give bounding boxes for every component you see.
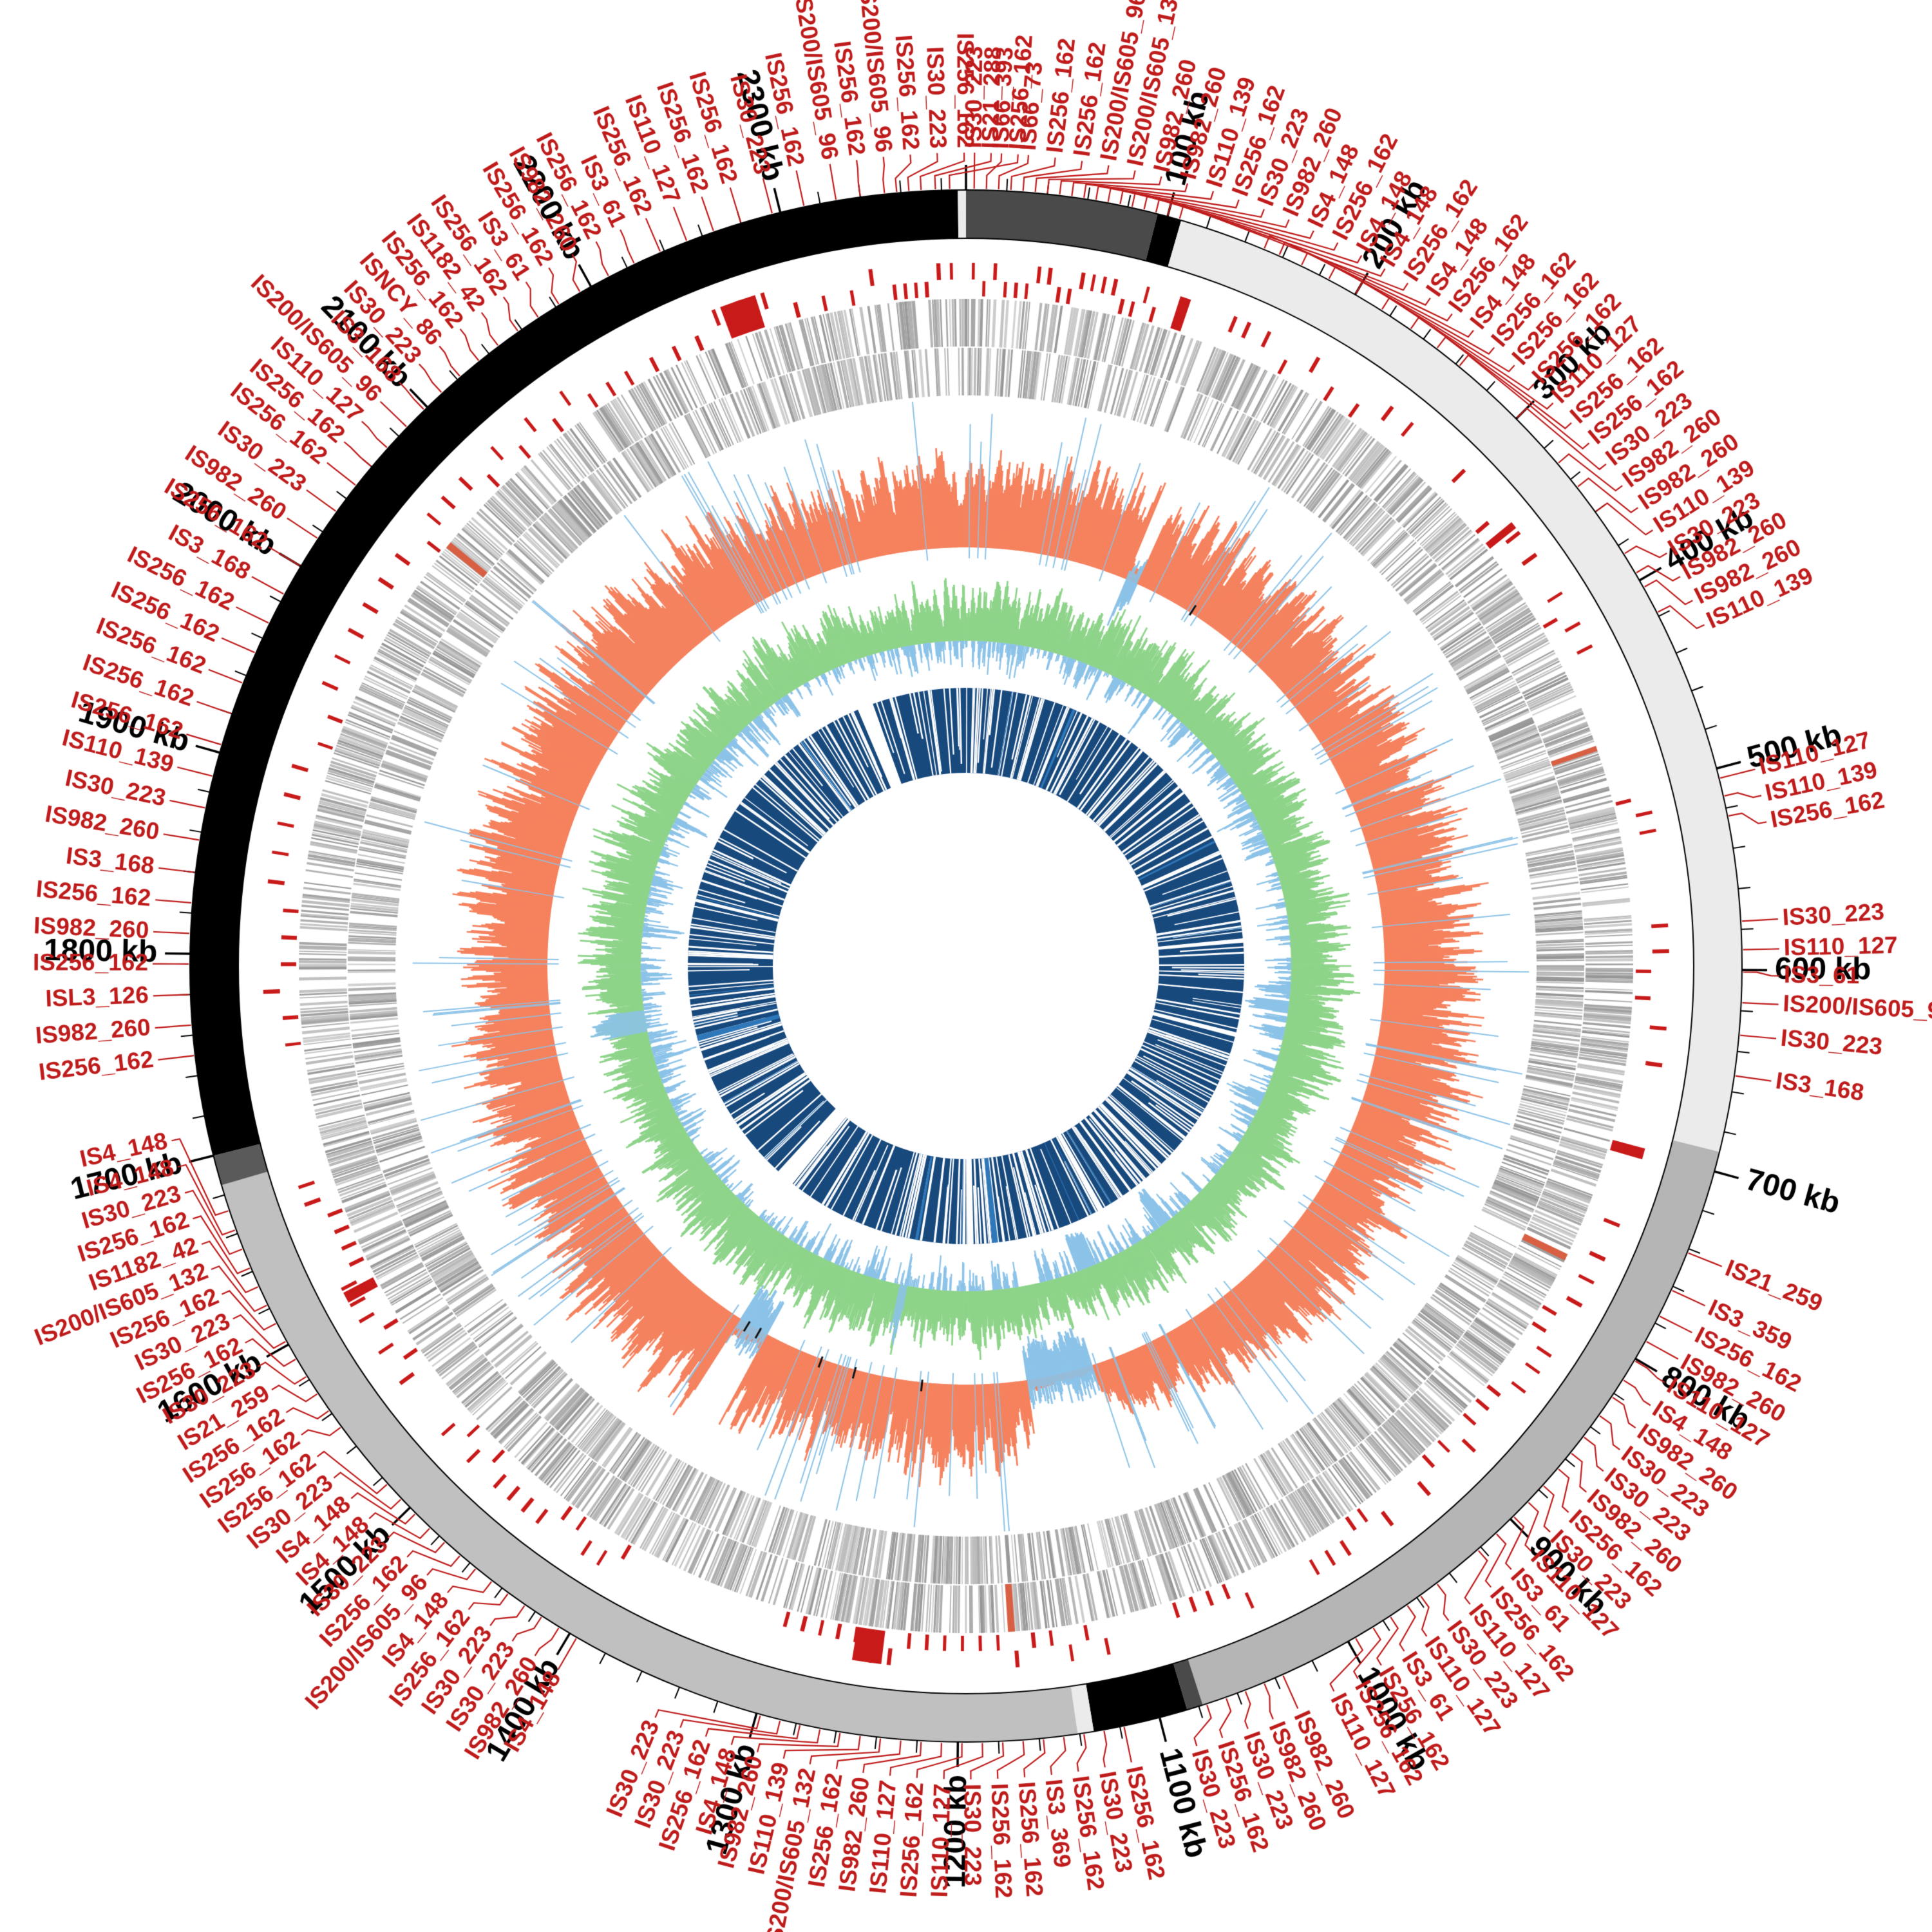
circos-figure	[0, 0, 1932, 1932]
circos-genome-plot	[0, 0, 1932, 1932]
